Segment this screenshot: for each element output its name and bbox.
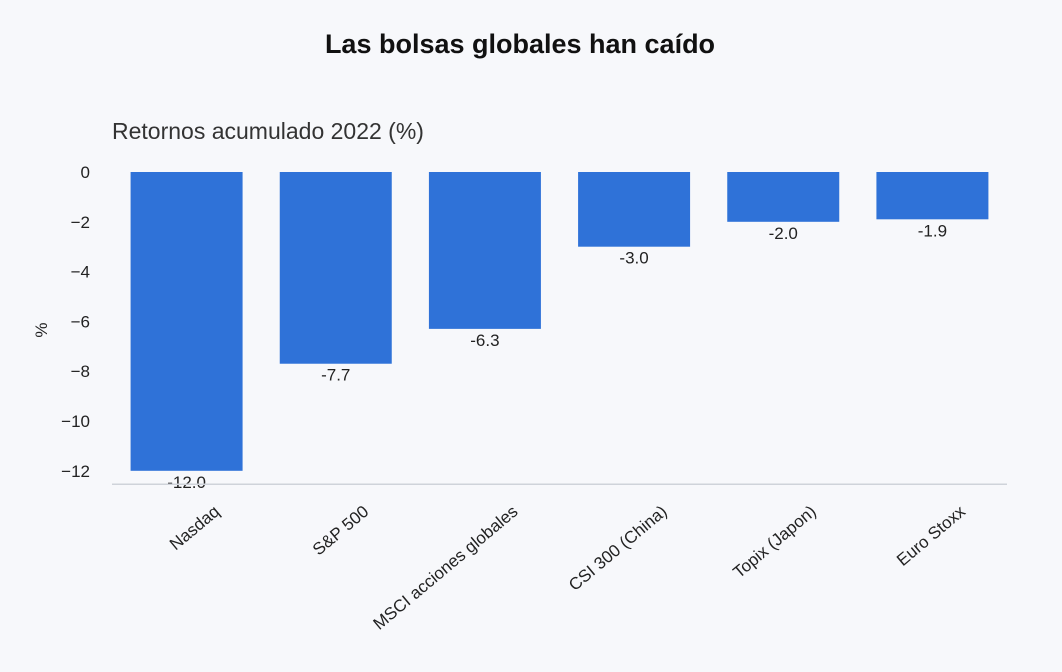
chart-subtitle: Retornos acumulado 2022 (%)	[112, 118, 424, 144]
bar	[578, 172, 691, 247]
bar	[279, 172, 392, 364]
bar	[727, 172, 840, 222]
y-tick-label: −6	[71, 312, 90, 331]
y-axis-ticks: 0 −2 −4 −6 −8 −10 −12	[61, 163, 90, 481]
y-axis-label: %	[32, 322, 51, 337]
y-tick-label: −8	[71, 362, 90, 381]
data-labels: -12.0 -7.7 -6.3 -3.0 -2.0 -1.9	[167, 221, 947, 491]
y-tick-label: −4	[71, 263, 90, 282]
x-category-label: Topix (Japon)	[729, 502, 819, 582]
y-tick-label: −2	[71, 213, 90, 232]
data-label: -3.0	[619, 249, 648, 268]
data-label: -7.7	[321, 366, 350, 385]
bars	[130, 172, 989, 471]
bar	[876, 172, 989, 220]
y-tick-label: −10	[61, 412, 90, 431]
data-label: -12.0	[167, 473, 206, 492]
data-label: -1.9	[918, 221, 947, 240]
x-category-label: CSI 300 (China)	[565, 502, 671, 595]
y-tick-label: −12	[61, 462, 90, 481]
data-label: -2.0	[769, 224, 798, 243]
data-label: -6.3	[470, 331, 499, 350]
x-category-label: Nasdaq	[166, 502, 223, 554]
bar	[130, 172, 243, 471]
x-category-label: MSCI acciones globales	[370, 502, 522, 634]
x-category-label: S&P 500	[309, 502, 372, 559]
bar	[428, 172, 541, 329]
chart-title: Las bolsas globales han caído	[325, 29, 715, 59]
y-tick-label: 0	[81, 163, 90, 182]
x-category-label: Euro Stoxx	[893, 501, 969, 569]
